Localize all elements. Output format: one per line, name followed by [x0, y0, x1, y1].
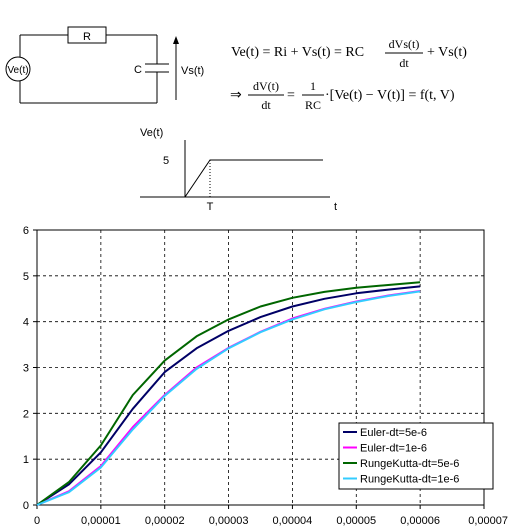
y-tick-label: 5	[23, 271, 29, 283]
x-tick-label: 0	[34, 515, 40, 527]
x-tick-label: 0,00006	[400, 515, 440, 527]
output-label: Vs(t)	[181, 65, 204, 77]
y-tick-label: 2	[23, 408, 29, 420]
x-tick-label: 0,00004	[273, 515, 313, 527]
equation2-fraction-denominator: dt	[261, 98, 271, 112]
source-label: Ve(t)	[7, 65, 28, 76]
rc-circuit	[5, 26, 179, 104]
equation2-arrow: ⇒	[230, 88, 242, 103]
arrowhead-icon	[173, 36, 179, 44]
legend-label: RungeKutta-dt=5e-6	[360, 458, 459, 470]
equation2-fraction-numerator: dV(t)	[253, 79, 279, 93]
equation1-rhs: + Vs(t)	[427, 45, 467, 60]
equation2-constant-numerator: 1	[310, 79, 316, 93]
legend-label: RungeKutta-dt=1e-6	[360, 474, 459, 486]
ramp-level-label: 5	[163, 155, 169, 167]
series-line	[36, 290, 421, 506]
y-tick-label: 6	[23, 225, 29, 237]
ramp-ylabel: Ve(t)	[140, 127, 163, 139]
y-tick-label: 4	[23, 317, 29, 329]
y-tick-label: 3	[23, 363, 29, 375]
x-tick-label: 0,00002	[145, 515, 185, 527]
legend-box	[338, 422, 494, 490]
y-tick-label: 0	[23, 500, 29, 512]
series-line	[36, 281, 421, 506]
voltage-source-symbol	[5, 56, 31, 82]
equation1-fraction-numerator: dVs(t)	[389, 37, 420, 51]
legend-label: Euler-dt=5e-6	[360, 427, 427, 439]
equation1-fraction-denominator: dt	[399, 56, 409, 70]
equations: Ve(t) = Ri + Vs(t) = RC dVs(t) dt + Vs(t…	[230, 37, 467, 112]
ramp-xlabel: t	[334, 201, 337, 213]
y-tick-label: 1	[23, 454, 29, 466]
x-tick-label: 0,00003	[209, 515, 249, 527]
x-tick-label: 0,00001	[81, 515, 121, 527]
main-chart: 0 1 2 3 4 5 6 0 0,00001 0,00002 0,00003 0,00004 0,00…	[23, 225, 508, 527]
series-line	[36, 285, 421, 506]
equation2-equals: =	[287, 88, 295, 103]
capacitor-label: C	[134, 64, 142, 76]
legend-label: Euler-dt=1e-6	[360, 443, 427, 455]
x-tick-label: 0,00007	[468, 515, 508, 527]
input-ramp-plot	[140, 140, 330, 198]
ramp-t-label: T	[207, 201, 214, 213]
equation2-constant-denominator: RC	[305, 98, 321, 112]
ramp-signal-line	[184, 159, 323, 198]
equation1-lhs: Ve(t) = Ri + Vs(t) = RC	[231, 45, 364, 60]
x-tick-label: 0,00005	[336, 515, 376, 527]
resistor-label: R	[83, 31, 91, 43]
equation2-rhs: ·[Ve(t) − V(t)] = f(t, V)	[325, 88, 455, 103]
chart-legend: Euler-dt=5e-6 Euler-dt=1e-6 RungeKutta-dt=…	[338, 422, 494, 490]
